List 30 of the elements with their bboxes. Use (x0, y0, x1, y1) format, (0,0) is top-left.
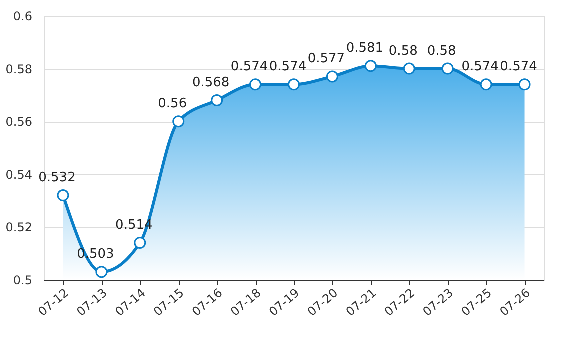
point (211, 94, 224, 106)
point (364, 60, 377, 72)
data-label: 0.574 (500, 60, 538, 75)
data-label: 0.577 (308, 52, 346, 67)
data-label: 0.581 (346, 41, 384, 56)
point (442, 62, 454, 75)
y-tick-label: 0.56 (6, 115, 32, 130)
point (518, 78, 531, 91)
data-label: 0.574 (230, 60, 268, 75)
y-tick-label: 0.58 (6, 62, 32, 76)
point (326, 70, 338, 83)
point (403, 62, 416, 75)
y-tick-label: 0.5 (13, 274, 32, 288)
data-label: 0.58 (388, 44, 418, 59)
point (480, 78, 492, 91)
y-tick-label: 0.54 (6, 168, 32, 182)
point (172, 116, 185, 128)
data-label: 0.574 (462, 60, 499, 75)
point (96, 266, 108, 278)
point (288, 78, 300, 91)
point (57, 190, 70, 202)
point (250, 78, 262, 91)
y-tick-label: 0.6 (13, 10, 32, 24)
data-label: 0.574 (269, 60, 307, 75)
data-label: 0.532 (38, 170, 76, 186)
data-label: 0.56 (158, 96, 188, 112)
y-tick-label: 0.52 (6, 220, 32, 235)
data-label: 0.568 (192, 75, 230, 90)
point (134, 237, 146, 250)
data-label: 0.58 (427, 44, 456, 59)
